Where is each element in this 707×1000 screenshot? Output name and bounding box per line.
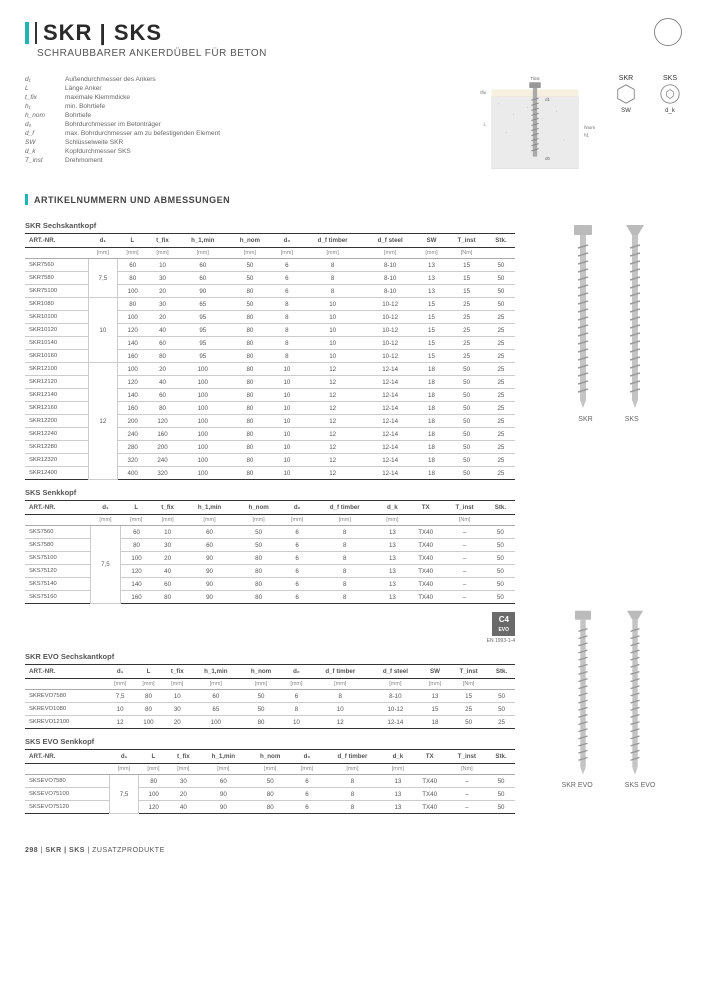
- table1-title: SKR Sechskantkopf: [25, 221, 515, 230]
- divider-bar: [35, 22, 37, 44]
- c4-standard: EN 1993-1-4: [25, 638, 515, 644]
- table4-title: SKS EVO Senkkopf: [25, 737, 515, 746]
- accent-bar: [25, 22, 29, 44]
- dk-label: d_k: [658, 108, 682, 114]
- svg-text:h1: h1: [584, 132, 589, 137]
- anchor-diagram: Tinst tfix L d1 hnom h1 d0: [470, 75, 600, 176]
- sks-head-label: SKS: [658, 75, 682, 82]
- skr-evo-hex-table: ART.-NR.d₁Lt_fixh_1,minh_nomd₀d_f timber…: [25, 664, 515, 729]
- screw-illustration-1: [568, 223, 650, 413]
- page-title-bar: SKR | SKS: [25, 20, 682, 46]
- skr-head-label: SKR: [614, 75, 638, 82]
- sks-evo-label: SKS EVO: [625, 782, 656, 789]
- skr-label: SKR: [578, 416, 592, 423]
- sks-evo-screw-icon: [620, 609, 650, 779]
- sks-countersunk-table: ART.-NR.d₁Lt_fixh_1,minh_nomd₀d_f timber…: [25, 500, 515, 604]
- svg-text:d1: d1: [545, 97, 550, 102]
- approval-seal-icon: [654, 18, 682, 46]
- head-type-icons: SKR SW SKS d_k: [614, 75, 682, 114]
- page-title: SKR | SKS: [43, 20, 162, 46]
- svg-text:d0: d0: [545, 156, 550, 161]
- skr-evo-screw-icon: [568, 609, 598, 779]
- svg-text:Tinst: Tinst: [530, 76, 540, 81]
- countersunk-head-icon: [658, 82, 682, 106]
- page-footer: 298 | SKR | SKS | ZUSATZPRODUKTE: [25, 847, 682, 854]
- hex-head-icon: [614, 82, 638, 106]
- sks-label: SKS: [625, 416, 639, 423]
- table3-title: SKR EVO Sechskantkopf: [25, 652, 515, 661]
- skr-hex-table: ART.-NR.d₁Lt_fixh_1,minh_nomd₀d_f timber…: [25, 233, 515, 480]
- table2-title: SKS Senkkopf: [25, 488, 515, 497]
- skr-evo-label: SKR EVO: [562, 782, 593, 789]
- section-heading: ARTIKELNUMMERN UND ABMESSUNGEN: [25, 194, 682, 205]
- sw-label: SW: [614, 108, 638, 114]
- svg-text:tfix: tfix: [480, 90, 486, 95]
- page-subtitle: SCHRAUBBARER ANKERDÜBEL FÜR BETON: [37, 48, 682, 59]
- sks-evo-countersunk-table: ART.-NR.d₁Lt_fixh_1,minh_nomd₀d_f timber…: [25, 749, 515, 814]
- skr-screw-icon: [568, 223, 598, 413]
- sks-screw-icon: [620, 223, 650, 413]
- screw-illustration-2: [568, 609, 650, 779]
- spec-definitions: d₁Außendurchmesser des AnkersLLänge Anke…: [25, 75, 335, 176]
- c4-evo-badge: C4EVO: [492, 612, 515, 636]
- svg-text:L: L: [483, 122, 486, 127]
- svg-text:hnom: hnom: [584, 125, 595, 130]
